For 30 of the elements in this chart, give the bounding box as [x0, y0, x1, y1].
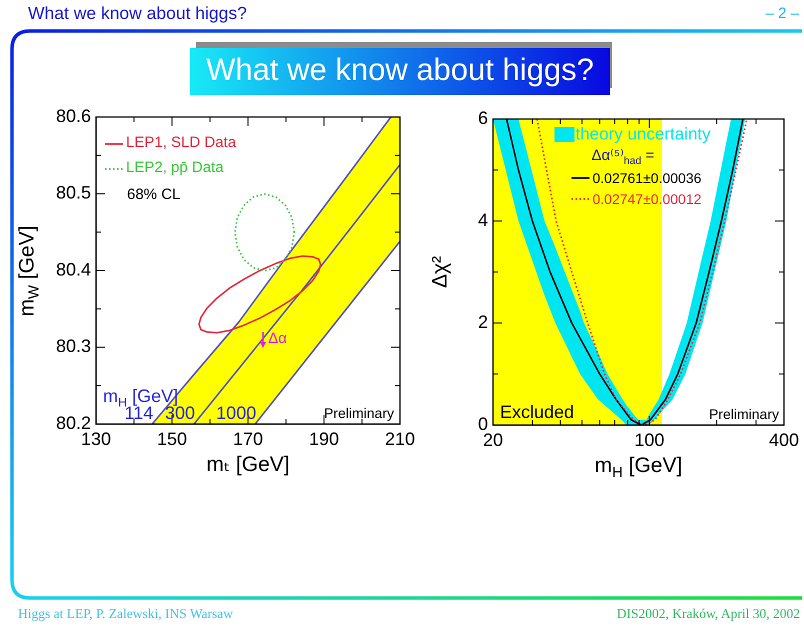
y-tick-label: 2 — [478, 312, 488, 332]
legend-title: Δα⁽⁵⁾$_{had}$ = — [591, 147, 654, 167]
text: What we know about higgs? — [28, 3, 247, 23]
annotation: Preliminary — [324, 405, 394, 421]
y-tick-label: 6 — [478, 108, 488, 128]
band-label: Excluded — [500, 402, 574, 422]
annotation: LEP1, SLD Data — [126, 134, 236, 151]
annotation: Preliminary — [708, 406, 779, 422]
x-tick-label: 210 — [384, 428, 416, 449]
text: – 2 – — [766, 5, 799, 22]
x-tick-label: 100 — [634, 430, 664, 450]
chart-title: What we know about higgs? — [206, 52, 594, 87]
y-tick-label: 80.5 — [56, 182, 91, 203]
x-tick-label: 190 — [308, 428, 340, 449]
x-tick-label: 150 — [156, 428, 188, 449]
x-axis-title: mₜ [GeV] — [206, 453, 290, 476]
annotation: 1000 — [216, 403, 256, 423]
annotation: 68% CL — [127, 186, 180, 203]
y-tick-label: 80.4 — [56, 259, 91, 280]
x-axis-title: m$_{H}$ [GeV] — [594, 454, 682, 482]
y-tick-label: 80.6 — [56, 106, 91, 126]
y-tick-label: 4 — [478, 210, 488, 230]
text: Higgs at LEP, P. Zalewski, INS Warsaw — [18, 606, 234, 621]
text: DIS2002, Kraków, April 30, 2002 — [616, 606, 800, 621]
x-tick-label: 170 — [232, 428, 264, 449]
annotation: LEP2, pp̄ Data — [126, 159, 224, 176]
x-tick-label: 400 — [768, 430, 800, 450]
annotation: Δα — [268, 330, 287, 348]
y-axis-title: Δχ² — [428, 256, 452, 288]
y-tick-label: 80.3 — [56, 336, 91, 356]
